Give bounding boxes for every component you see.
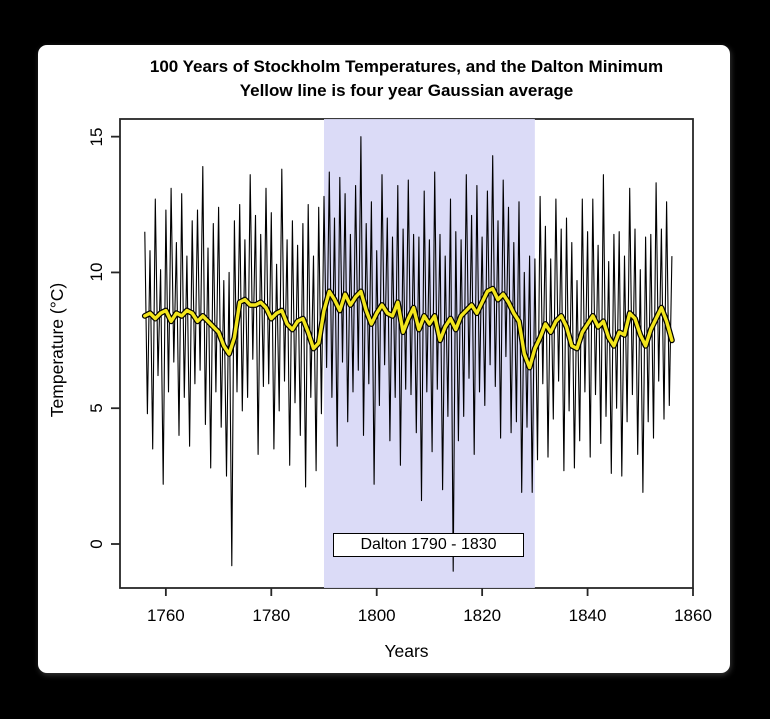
- chart-subtitle: Yellow line is four year Gaussian averag…: [239, 81, 574, 100]
- dalton-minimum-label: Dalton 1790 - 1830: [333, 533, 524, 557]
- y-tick-label: 15: [87, 127, 106, 147]
- x-tick-label: 1860: [674, 606, 712, 625]
- gaussian-average-line: [143, 286, 674, 370]
- y-tick-label: 5: [87, 403, 106, 413]
- x-tick-label: 1820: [463, 606, 502, 625]
- x-tick-label: 1760: [146, 606, 185, 625]
- y-tick-label: 10: [87, 262, 106, 282]
- y-tick-label: 0: [87, 539, 106, 549]
- x-axis-label: Years: [384, 641, 429, 661]
- plot-card: 100 Years of Stockholm Temperatures, and…: [38, 45, 730, 673]
- plot-area: [111, 118, 694, 596]
- chart-title: 100 Years of Stockholm Temperatures, and…: [149, 57, 664, 76]
- x-tick-label: 1780: [252, 606, 291, 625]
- x-tick-label: 1840: [568, 606, 607, 625]
- y-axis-label: Temperature (°C): [47, 282, 67, 418]
- x-tick-label: 1800: [357, 606, 396, 625]
- dalton-minimum-text: Dalton 1790 - 1830: [360, 536, 497, 553]
